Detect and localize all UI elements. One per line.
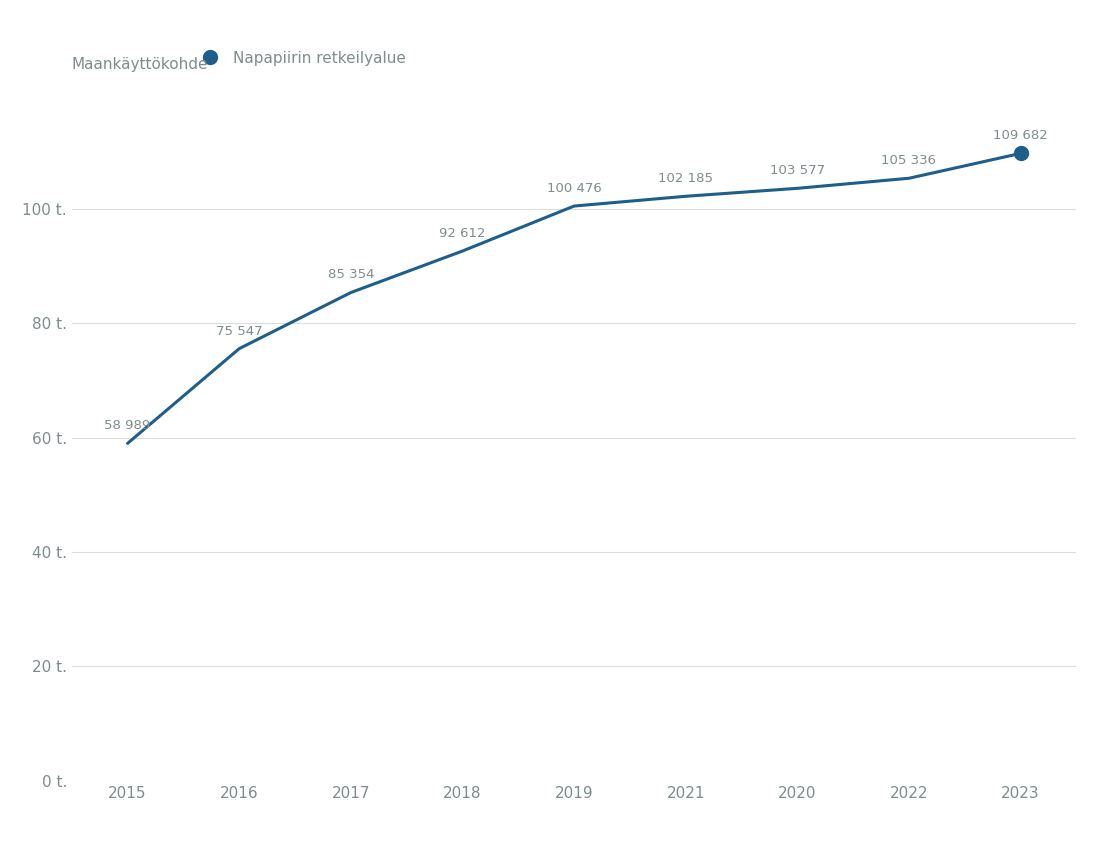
Text: 75 547: 75 547 bbox=[216, 324, 263, 337]
Legend: Napapiirin retkeilyalue: Napapiirin retkeilyalue bbox=[195, 51, 406, 65]
Text: 85 354: 85 354 bbox=[328, 269, 374, 281]
Text: 58 989: 58 989 bbox=[105, 420, 151, 432]
Text: Maankäyttökohde: Maankäyttökohde bbox=[72, 57, 209, 72]
Text: 103 577: 103 577 bbox=[769, 164, 825, 178]
Text: 102 185: 102 185 bbox=[658, 172, 713, 185]
Text: 109 682: 109 682 bbox=[994, 130, 1048, 142]
Text: 105 336: 105 336 bbox=[881, 154, 936, 167]
Text: 100 476: 100 476 bbox=[546, 182, 602, 195]
Text: 92 612: 92 612 bbox=[439, 227, 486, 240]
